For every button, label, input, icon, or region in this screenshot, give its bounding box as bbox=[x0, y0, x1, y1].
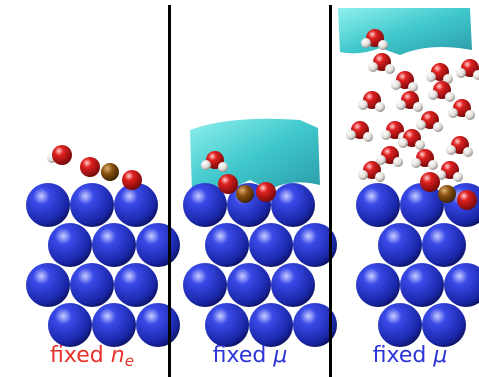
hydrogen-atom bbox=[465, 110, 475, 120]
metal-atom bbox=[114, 183, 158, 227]
hydrogen-atom bbox=[358, 170, 368, 180]
metal-atom bbox=[249, 303, 293, 347]
metal-atom bbox=[48, 223, 92, 267]
hydrogen-atom bbox=[416, 120, 426, 130]
metal-atom bbox=[378, 223, 422, 267]
oxygen-atom bbox=[218, 174, 238, 194]
hydrogen-atom bbox=[391, 80, 401, 90]
hydrogen-atom bbox=[398, 138, 408, 148]
hydrogen-atom bbox=[428, 90, 438, 100]
carbon-atom bbox=[236, 185, 254, 203]
oxygen-atom bbox=[80, 157, 100, 177]
metal-atom bbox=[400, 263, 444, 307]
molecular-rendering bbox=[26, 8, 479, 347]
hydrogen-atom bbox=[463, 147, 473, 157]
metal-atom bbox=[356, 263, 400, 307]
hydrogen-atom bbox=[381, 130, 391, 140]
panel-label: fixed μ bbox=[373, 343, 448, 368]
metal-atom bbox=[183, 263, 227, 307]
metal-atom bbox=[114, 263, 158, 307]
isosurface bbox=[338, 8, 472, 55]
hydrogen-atom bbox=[446, 145, 456, 155]
metal-atom bbox=[227, 263, 271, 307]
oxygen-atom bbox=[457, 190, 477, 210]
hydrogen-atom bbox=[413, 102, 423, 112]
metal-atom bbox=[444, 263, 479, 307]
hydrogen-atom bbox=[378, 40, 388, 50]
metal-atom bbox=[70, 263, 114, 307]
hydrogen-atom bbox=[453, 172, 463, 182]
metal-atom bbox=[92, 223, 136, 267]
hydrogen-atom bbox=[201, 160, 211, 170]
metal-atom bbox=[205, 223, 249, 267]
metal-atom bbox=[271, 263, 315, 307]
hydrogen-atom bbox=[456, 68, 466, 78]
metal-atom bbox=[422, 303, 466, 347]
hydrogen-atom bbox=[393, 157, 403, 167]
oxygen-atom bbox=[52, 145, 72, 165]
hydrogen-atom bbox=[358, 100, 368, 110]
oxygen-atom bbox=[256, 182, 276, 202]
hydrogen-atom bbox=[375, 102, 385, 112]
carbon-atom bbox=[101, 163, 119, 181]
metal-atom bbox=[378, 303, 422, 347]
hydrogen-atom bbox=[396, 100, 406, 110]
metal-atom bbox=[422, 223, 466, 267]
oxygen-atom bbox=[122, 170, 142, 190]
figure: fixed ne fixed μ fixed μ bbox=[0, 0, 479, 377]
hydrogen-atom bbox=[408, 82, 418, 92]
hydrogen-atom bbox=[218, 162, 228, 172]
hydrogen-atom bbox=[428, 160, 438, 170]
hydrogen-atom bbox=[375, 172, 385, 182]
metal-atom bbox=[48, 303, 92, 347]
hydrogen-atom bbox=[361, 38, 371, 48]
metal-atom bbox=[249, 223, 293, 267]
hydrogen-atom bbox=[368, 62, 378, 72]
hydrogen-atom bbox=[445, 92, 455, 102]
hydrogen-atom bbox=[433, 122, 443, 132]
metal-atom bbox=[70, 183, 114, 227]
hydrogen-atom bbox=[363, 132, 373, 142]
metal-atom bbox=[356, 183, 400, 227]
metal-atom bbox=[26, 263, 70, 307]
oxygen-atom bbox=[420, 172, 440, 192]
metal-atom bbox=[205, 303, 249, 347]
metal-atom bbox=[26, 183, 70, 227]
metal-atom bbox=[136, 223, 180, 267]
hydrogen-atom bbox=[415, 140, 425, 150]
hydrogen-atom bbox=[385, 64, 395, 74]
panel-label: fixed μ bbox=[213, 343, 288, 368]
hydrogen-atom bbox=[376, 155, 386, 165]
metal-atom bbox=[271, 183, 315, 227]
metal-atom bbox=[400, 183, 444, 227]
hydrogen-atom bbox=[426, 72, 436, 82]
metal-atom bbox=[92, 303, 136, 347]
hydrogen-atom bbox=[411, 158, 421, 168]
divider bbox=[329, 5, 332, 377]
carbon-atom bbox=[438, 185, 456, 203]
hydrogen-atom bbox=[346, 130, 356, 140]
panel-label: fixed ne bbox=[50, 343, 134, 370]
metal-atom bbox=[136, 303, 180, 347]
hydrogen-atom bbox=[448, 108, 458, 118]
divider bbox=[168, 5, 171, 377]
